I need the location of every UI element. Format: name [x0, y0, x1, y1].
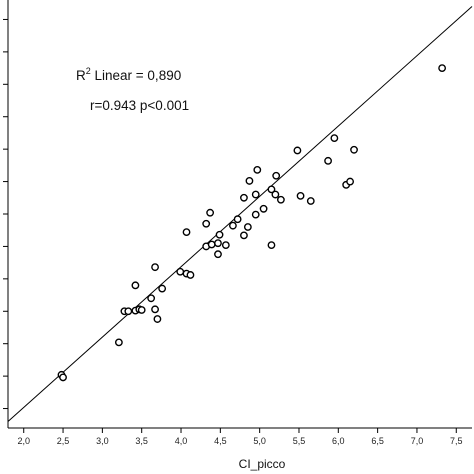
data-point	[346, 177, 355, 186]
data-point	[151, 305, 159, 314]
data-point	[202, 219, 211, 228]
data-point	[207, 240, 216, 249]
data-point	[276, 195, 285, 204]
data-point	[233, 215, 242, 224]
x-tick-label: 4,5	[214, 436, 227, 446]
data-point	[243, 223, 252, 231]
data-point	[214, 239, 222, 248]
data-point	[137, 306, 146, 314]
data-point	[240, 193, 248, 202]
data-point	[114, 338, 123, 347]
data-point	[151, 263, 159, 272]
x-tick-label: 3,0	[96, 436, 109, 446]
data-point	[267, 185, 276, 194]
data-point	[350, 145, 358, 154]
data-point	[306, 197, 315, 205]
data-point	[271, 190, 280, 199]
data-point	[240, 231, 248, 240]
x-tick-label: 7,5	[450, 436, 463, 446]
correlation-annotation: r=0.943 p<0.001	[90, 98, 189, 113]
data-point	[158, 284, 167, 293]
data-point	[186, 271, 195, 279]
data-point	[147, 294, 156, 303]
data-points	[57, 64, 447, 382]
data-point	[176, 267, 185, 276]
data-point	[272, 171, 281, 180]
data-point	[131, 281, 140, 290]
data-point	[229, 221, 237, 230]
x-axis-label: CI_picco	[239, 457, 286, 471]
data-point	[251, 210, 260, 219]
x-tick-label: 6,0	[332, 436, 345, 446]
data-point	[206, 208, 215, 217]
data-point	[330, 134, 339, 143]
x-tick-label: 5,0	[253, 436, 266, 446]
x-tick-label: 4,0	[175, 436, 188, 446]
data-point	[293, 146, 302, 155]
data-point	[438, 64, 447, 72]
x-tick-label: 5,5	[293, 436, 306, 446]
x-tick-label: 2,5	[57, 436, 70, 446]
data-point	[182, 228, 191, 237]
data-point	[251, 190, 260, 199]
fit-line-group	[7, 6, 473, 422]
r-squared-annotation: R2 Linear = 0,890	[76, 66, 181, 83]
x-axis-ticks: 2,0 2,5 3,0 3,5 4,0 4,5 5,0 5,5 6,0 6,5 7,0 7,5	[17, 428, 463, 446]
y-axis-ticks	[3, 18, 8, 410]
data-point	[153, 315, 162, 323]
data-point	[253, 166, 262, 174]
x-tick-label: 7,0	[411, 436, 424, 446]
x-tick-label: 3,5	[135, 436, 148, 446]
fit-line	[7, 6, 473, 422]
data-point	[124, 307, 133, 316]
data-point	[267, 241, 276, 250]
data-point	[259, 204, 268, 213]
x-tick-label: 6,5	[371, 436, 384, 446]
data-point	[59, 373, 67, 382]
data-point	[245, 177, 254, 185]
data-point	[296, 191, 305, 200]
x-tick-label: 2,0	[17, 436, 30, 446]
data-point	[324, 156, 332, 165]
data-point	[221, 241, 230, 250]
data-point	[214, 250, 222, 259]
data-point	[215, 230, 224, 239]
